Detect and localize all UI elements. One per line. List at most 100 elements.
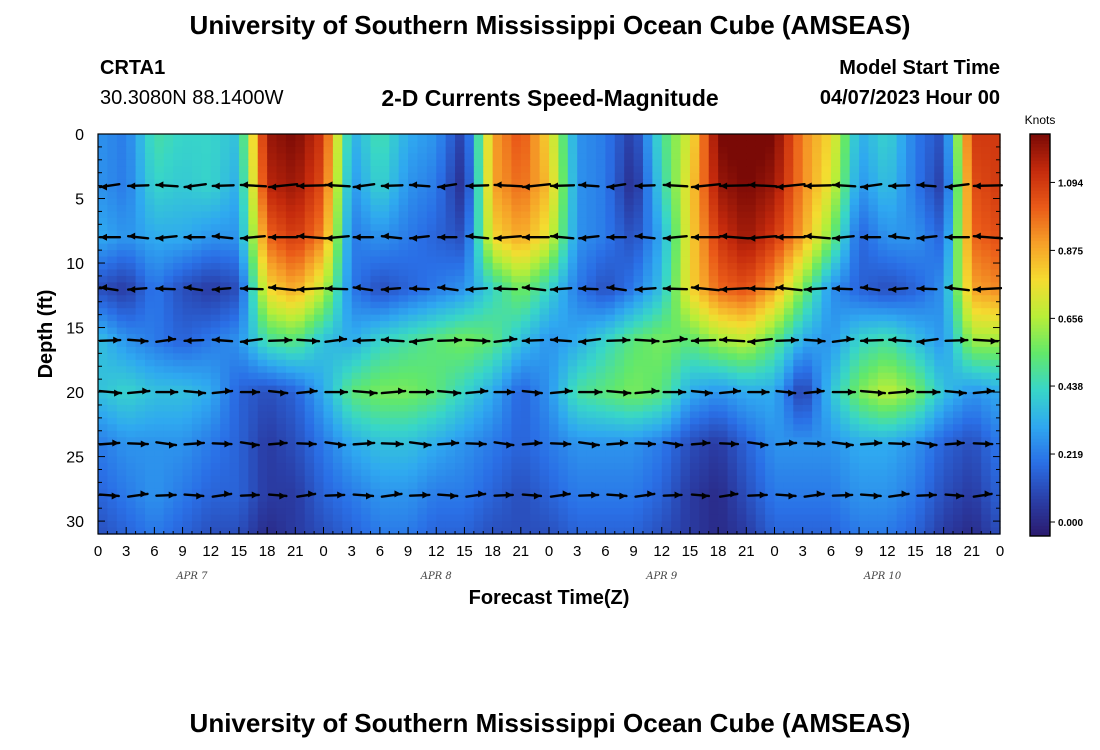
heatmap-cell — [154, 463, 165, 471]
heatmap-cell — [191, 430, 202, 438]
heatmap-cell — [567, 404, 578, 413]
heatmap-cell — [351, 256, 362, 264]
heatmap-cell — [718, 159, 729, 167]
heatmap-cell — [859, 392, 870, 400]
heatmap-cell — [511, 437, 522, 445]
heatmap-cell — [229, 153, 240, 161]
heatmap-cell — [267, 379, 278, 387]
heatmap-cell — [830, 282, 841, 290]
heatmap-cell — [445, 263, 456, 271]
heatmap-cell — [379, 217, 390, 225]
heatmap-cell — [755, 450, 766, 458]
heatmap-cell — [492, 334, 503, 342]
heatmap-cell — [830, 198, 841, 206]
heatmap-cell — [370, 275, 381, 283]
heatmap-cell — [577, 392, 588, 400]
heatmap-cell — [107, 179, 118, 187]
heatmap-cell — [614, 166, 625, 174]
heatmap-cell — [981, 288, 992, 296]
heatmap-cell — [558, 417, 569, 425]
heatmap-cell — [483, 198, 494, 206]
heatmap-cell — [332, 192, 343, 200]
heatmap-cell — [144, 146, 155, 154]
heatmap-cell — [642, 430, 653, 438]
heatmap-cell — [567, 340, 578, 348]
heatmap-cell — [116, 411, 127, 419]
heatmap-cell — [859, 366, 870, 374]
heatmap-cell — [267, 243, 278, 251]
heatmap-cell — [173, 424, 184, 432]
heatmap-cell — [210, 346, 221, 354]
heatmap-cell — [652, 456, 663, 464]
heatmap-cell — [370, 359, 381, 367]
heatmap-cell — [267, 463, 278, 471]
heatmap-cell — [661, 172, 672, 180]
heatmap-cell — [539, 385, 550, 393]
heatmap-cell — [248, 385, 259, 393]
heatmap-cell — [812, 456, 823, 464]
heatmap-cell — [267, 437, 278, 445]
heatmap-cell — [389, 230, 400, 238]
heatmap-cell — [849, 153, 860, 161]
heatmap-cell — [793, 243, 804, 251]
heatmap-cell — [755, 172, 766, 180]
heatmap-cell — [98, 327, 108, 335]
heatmap-cell — [906, 463, 917, 471]
heatmap-cell — [455, 301, 466, 309]
heatmap-cell — [455, 275, 466, 283]
heatmap-cell — [135, 250, 146, 258]
heatmap-cell — [549, 437, 559, 445]
heatmap-cell — [455, 140, 466, 148]
heatmap-cell — [389, 346, 400, 354]
heatmap-cell — [220, 340, 231, 348]
heatmap-cell — [595, 192, 606, 200]
heatmap-cell — [859, 385, 870, 393]
heatmap-cell — [436, 353, 447, 361]
heatmap-cell — [558, 204, 569, 213]
heatmap-cell — [295, 430, 306, 438]
heatmap-cell — [736, 159, 747, 167]
heatmap-cell — [323, 237, 334, 245]
heatmap-cell — [304, 269, 315, 277]
heatmap-cell — [962, 204, 973, 213]
heatmap-cell — [361, 411, 372, 419]
heatmap-cell — [981, 430, 992, 438]
heatmap-cell — [332, 411, 343, 419]
heatmap-cell — [116, 269, 127, 277]
heatmap-cell — [530, 172, 541, 180]
heatmap-cell — [248, 327, 259, 335]
heatmap-cell — [539, 198, 550, 206]
heatmap-cell — [220, 159, 231, 167]
heatmap-cell — [426, 392, 437, 400]
heatmap-cell — [144, 275, 155, 283]
heatmap-cell — [971, 179, 982, 187]
heatmap-cell — [802, 269, 813, 277]
heatmap-cell — [126, 430, 137, 438]
heatmap-cell — [436, 204, 447, 213]
heatmap-cell — [436, 243, 447, 251]
heatmap-cell — [849, 269, 860, 277]
heatmap-cell — [549, 379, 559, 387]
heatmap-cell — [135, 308, 146, 316]
heatmap-cell — [530, 185, 541, 193]
heatmap-cell — [830, 327, 841, 335]
heatmap-cell — [220, 314, 231, 322]
heatmap-cell — [342, 385, 353, 393]
heatmap-cell — [314, 334, 325, 342]
heatmap-cell — [342, 243, 353, 251]
heatmap-cell — [530, 327, 541, 335]
heatmap-cell — [492, 379, 503, 387]
heatmap-cell — [859, 437, 870, 445]
heatmap-cell — [708, 230, 719, 238]
heatmap-cell — [473, 185, 484, 193]
heatmap-cell — [154, 250, 165, 258]
heatmap-cell — [943, 450, 954, 458]
heatmap-cell — [238, 359, 249, 367]
heatmap-cell — [445, 404, 456, 413]
heatmap-cell — [144, 321, 155, 329]
heatmap-cell — [530, 417, 541, 425]
heatmap-cell — [736, 263, 747, 271]
heatmap-cell — [708, 263, 719, 271]
heatmap-cell — [915, 404, 926, 413]
heatmap-cell — [962, 430, 973, 438]
